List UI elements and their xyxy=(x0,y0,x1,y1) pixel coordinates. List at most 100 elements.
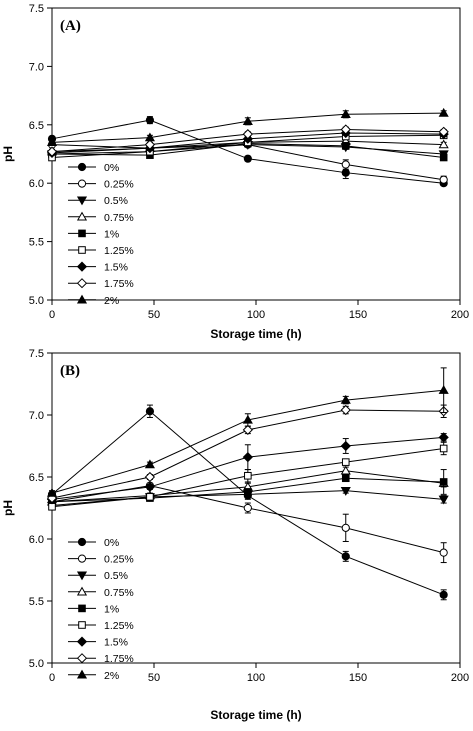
data-point xyxy=(145,116,155,125)
legend-marker xyxy=(78,229,86,238)
legend-item: 1% xyxy=(68,228,119,240)
y-axis-label: pH xyxy=(1,500,15,516)
legend-label: 0.5% xyxy=(104,570,128,582)
data-point xyxy=(242,414,253,424)
legend-marker xyxy=(76,261,88,272)
data-point xyxy=(438,384,449,394)
plot-area xyxy=(51,352,461,664)
legend-item: 1.75% xyxy=(68,653,134,665)
data-point xyxy=(144,481,156,493)
legend-marker xyxy=(77,179,87,188)
data-point xyxy=(146,493,154,501)
series-8 xyxy=(46,124,449,157)
x-tick-label: 200 xyxy=(451,672,469,684)
series-6 xyxy=(48,441,448,511)
legend-item: 0% xyxy=(68,537,119,549)
y-tick-label: 7.0 xyxy=(29,61,44,73)
legend-item: 0.75% xyxy=(68,586,134,599)
legend-label: 0.75% xyxy=(104,587,134,599)
data-point xyxy=(48,502,56,511)
y-tick-label: 7.5 xyxy=(29,348,44,360)
legend-item: 2% xyxy=(68,669,119,682)
legend-label: 0% xyxy=(104,162,119,174)
panel-label: (B) xyxy=(60,363,80,379)
legend-marker xyxy=(76,586,88,596)
data-point xyxy=(144,132,155,142)
data-point xyxy=(341,142,350,150)
x-tick-label: 150 xyxy=(349,309,367,321)
data-point xyxy=(340,465,351,475)
x-tick-label: 0 xyxy=(49,309,55,321)
legend-label: 0% xyxy=(104,537,119,549)
legend-item: 1.5% xyxy=(68,636,128,649)
series-9 xyxy=(46,367,449,497)
data-point xyxy=(439,153,448,162)
legend-label: 1% xyxy=(104,228,119,240)
legend-marker xyxy=(76,211,88,221)
data-point xyxy=(438,495,449,505)
legend-marker xyxy=(77,537,87,547)
legend-label: 0.75% xyxy=(104,212,134,224)
data-point xyxy=(438,432,449,443)
legend-marker xyxy=(76,278,88,289)
x-tick-label: 50 xyxy=(148,309,160,321)
data-point xyxy=(243,503,252,513)
data-point xyxy=(439,478,448,486)
data-point xyxy=(46,487,58,497)
legend-label: 2% xyxy=(104,295,119,307)
y-tick-label: 7.5 xyxy=(29,3,44,15)
data-point xyxy=(145,407,155,416)
data-point xyxy=(438,139,449,149)
y-tick-label: 6.5 xyxy=(29,472,44,484)
data-point xyxy=(439,175,448,184)
legend-item: 1.75% xyxy=(68,278,134,290)
data-point xyxy=(341,523,350,532)
legend-marker xyxy=(76,653,88,664)
series-1 xyxy=(47,116,448,188)
legend-item: 0.5% xyxy=(68,570,128,582)
legend-item: 0.75% xyxy=(68,211,134,224)
data-point xyxy=(438,126,449,137)
legend-item: 1.5% xyxy=(68,261,128,274)
data-point xyxy=(46,146,58,157)
legend-marker xyxy=(76,669,88,679)
x-axis-label: Storage time (h) xyxy=(210,708,301,722)
x-tick-label: 0 xyxy=(49,672,55,684)
data-point xyxy=(341,474,350,483)
legend-item: 0.25% xyxy=(68,179,134,191)
data-point xyxy=(438,107,449,117)
legend: 0% 0.25% 0.5% 0.75% 1% 1.25% 1.5% 1.75% 2% xyxy=(68,537,134,682)
panel-b: 5.0 5.5 6.0 6.5 7.0 7.5 0 50 100 150 200 Storage ti… xyxy=(1,348,469,722)
series-7 xyxy=(46,432,449,505)
legend-marker xyxy=(76,571,88,581)
x-tick-label: 150 xyxy=(349,672,367,684)
y-tick-label: 6.0 xyxy=(29,178,44,190)
data-point xyxy=(341,168,350,177)
legend: 0% 0.25% 0.5% 0.75% 1% 1.25% 1.5% 1.75% 2% xyxy=(68,162,134,307)
legend-item: 1.25% xyxy=(68,620,134,632)
x-tick-label: 50 xyxy=(148,672,160,684)
data-point xyxy=(242,424,253,435)
data-point xyxy=(242,129,253,140)
data-point xyxy=(439,444,448,453)
data-point xyxy=(340,394,351,404)
x-tick-label: 100 xyxy=(247,309,265,321)
data-point xyxy=(144,459,155,469)
legend-label: 0.25% xyxy=(104,179,134,191)
data-point xyxy=(243,154,252,163)
data-point xyxy=(340,124,351,135)
y-tick-label: 5.5 xyxy=(29,237,44,249)
y-tick-label: 5.5 xyxy=(29,596,44,608)
data-point xyxy=(439,548,448,557)
legend-label: 1.75% xyxy=(104,653,134,665)
x-tick-label: 200 xyxy=(451,309,469,321)
series-9 xyxy=(46,107,449,146)
legend-marker xyxy=(76,636,88,647)
legend-label: 1.25% xyxy=(104,245,134,257)
x-tick-label: 100 xyxy=(247,672,265,684)
legend-label: 1.75% xyxy=(104,278,134,290)
legend-item: 2% xyxy=(68,294,119,307)
legend-label: 1.25% xyxy=(104,620,134,632)
data-point xyxy=(244,471,252,480)
legend-item: 0.5% xyxy=(68,195,128,207)
